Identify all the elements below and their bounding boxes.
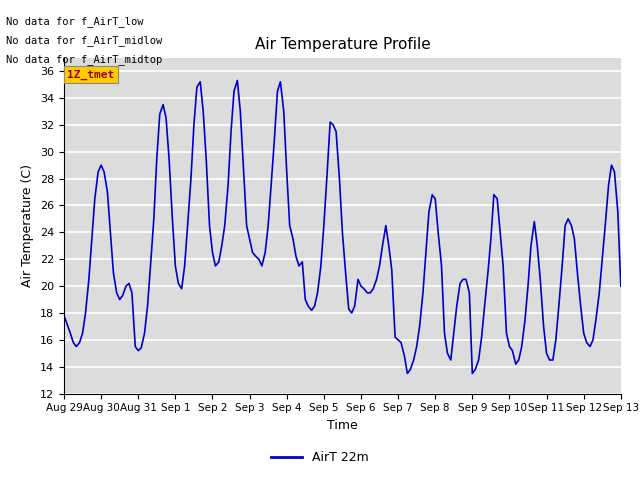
Text: 1Z_tmet: 1Z_tmet [67,70,114,80]
Text: No data for f_AirT_midtop: No data for f_AirT_midtop [6,54,163,65]
X-axis label: Time: Time [327,419,358,432]
Title: Air Temperature Profile: Air Temperature Profile [255,37,430,52]
Y-axis label: Air Temperature (C): Air Temperature (C) [22,164,35,287]
Text: No data for f_AirT_midlow: No data for f_AirT_midlow [6,35,163,46]
Legend: AirT 22m: AirT 22m [266,446,374,469]
Text: No data for f_AirT_low: No data for f_AirT_low [6,16,144,27]
